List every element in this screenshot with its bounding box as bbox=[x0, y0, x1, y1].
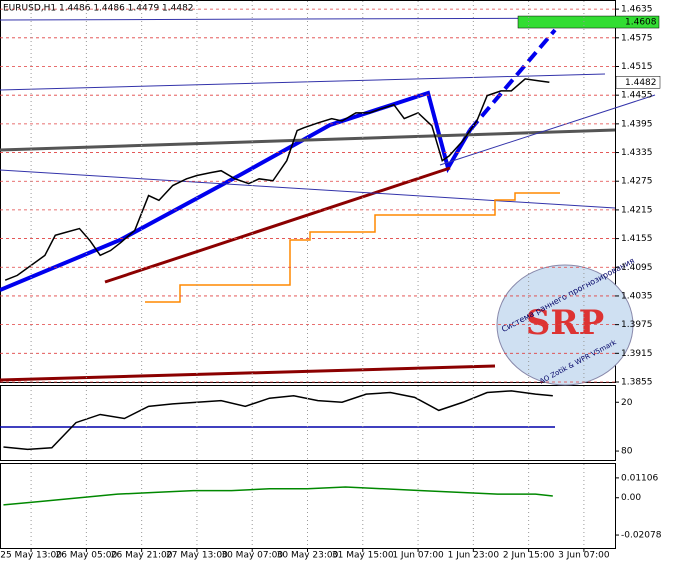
x-tick-label: 2 Jun 15:00 bbox=[503, 551, 555, 561]
trendline bbox=[0, 364, 496, 382]
trendline bbox=[0, 128, 616, 152]
level-box bbox=[615, 76, 661, 89]
channel-line bbox=[0, 73, 606, 91]
y-tick-label: 20 bbox=[621, 398, 633, 408]
x-tick-label: 1 Jun 23:00 bbox=[448, 551, 500, 561]
chart-title: EURUSD,H1 1.4486 1.4486 1.4479 1.4482 bbox=[3, 4, 194, 14]
y-tick-label: 1.3855 bbox=[621, 378, 653, 388]
y-tick-label: 80 bbox=[621, 447, 633, 457]
y-tick-label: 1.4035 bbox=[621, 291, 653, 301]
x-tick-label: 30 May 07:00 bbox=[221, 551, 283, 561]
series-line bbox=[3, 486, 553, 506]
y-tick-label: -0.02078 bbox=[621, 531, 662, 541]
y-tick-label: 1.3975 bbox=[621, 320, 653, 330]
y-tick-label: 1.4155 bbox=[621, 234, 653, 244]
x-tick-label: 25 May 13:00 bbox=[0, 551, 62, 561]
y-tick-label: 1.4575 bbox=[621, 33, 653, 43]
level-label: 1.4482 bbox=[625, 78, 657, 88]
y-tick-label: 1.4395 bbox=[621, 119, 653, 129]
y-tick-label: 1.4335 bbox=[621, 148, 653, 158]
x-tick-label: 27 May 13:00 bbox=[166, 551, 228, 561]
projection bbox=[468, 28, 557, 132]
analysis-objects bbox=[0, 17, 656, 428]
trendline bbox=[104, 166, 451, 284]
y-tick-label: 1.4215 bbox=[621, 205, 653, 215]
x-tick-label: 26 May 05:00 bbox=[56, 551, 118, 561]
x-tick-label: 30 May 23:00 bbox=[277, 551, 339, 561]
y-tick-label: 1.4275 bbox=[621, 177, 653, 187]
y-tick-label: 1.4095 bbox=[621, 263, 653, 273]
x-tick-label: 1 Jun 07:00 bbox=[392, 551, 444, 561]
x-tick-label: 31 May 15:00 bbox=[332, 551, 394, 561]
y-tick-label: 1.4515 bbox=[621, 62, 653, 72]
channel-line bbox=[0, 17, 616, 21]
y-tick-label: 0.01106 bbox=[621, 473, 658, 483]
x-tick-label: 26 May 21:00 bbox=[111, 551, 173, 561]
y-tick-label: 1.3915 bbox=[621, 349, 653, 359]
level-label: 1.4608 bbox=[625, 18, 657, 28]
step-line bbox=[145, 192, 560, 303]
y-tick-label: 0.00 bbox=[621, 493, 641, 503]
main-panel bbox=[0, 0, 616, 383]
y-tick-label: 1.4635 bbox=[621, 5, 653, 15]
series-line bbox=[4, 78, 550, 281]
y-tick-label: 1.4455 bbox=[621, 91, 653, 101]
logo-title: SRP bbox=[526, 303, 604, 343]
channel-line bbox=[439, 94, 656, 166]
x-tick-label: 3 Jun 07:00 bbox=[558, 551, 610, 561]
wpr-panel bbox=[0, 385, 616, 461]
level-box bbox=[517, 15, 660, 29]
series-line bbox=[3, 390, 553, 451]
